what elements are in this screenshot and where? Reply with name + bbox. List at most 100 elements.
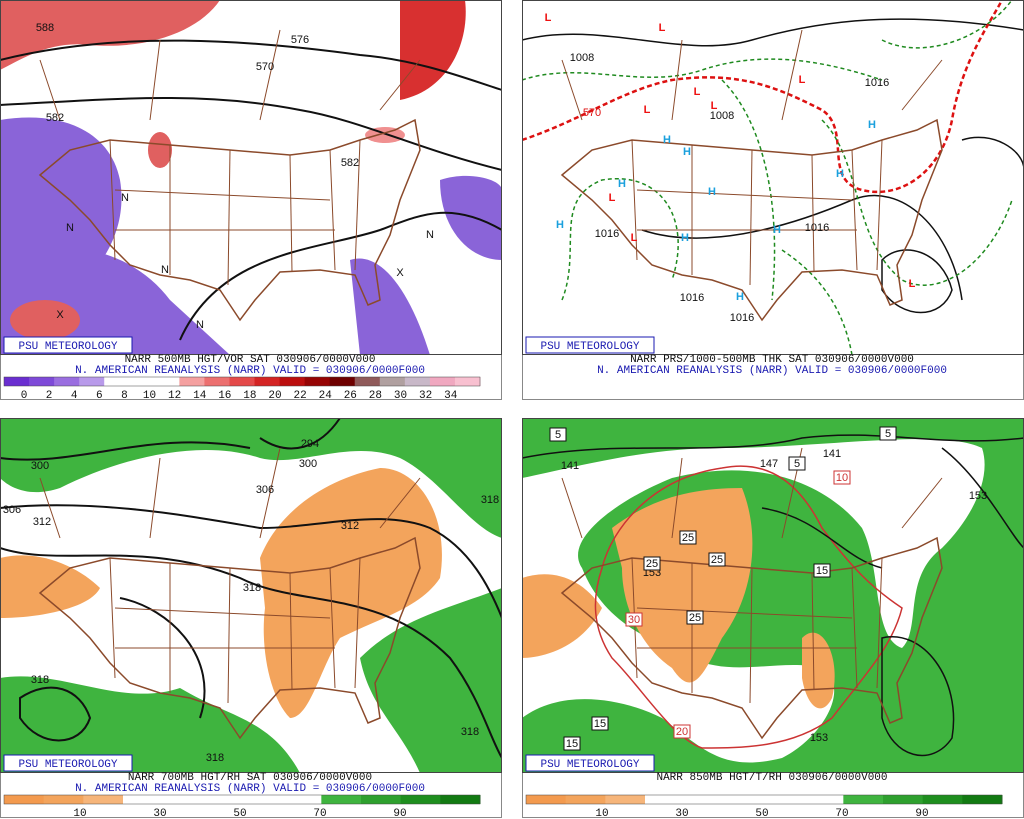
state-border	[901, 477, 943, 529]
colorbar-segment	[79, 377, 105, 386]
contour-label: 1016	[680, 292, 704, 304]
state-border	[811, 154, 815, 273]
vort-neg	[350, 175, 502, 355]
contour-label: 300	[31, 460, 49, 472]
pressure-center: H	[773, 224, 781, 236]
height-contour	[259, 418, 341, 450]
state-border	[289, 572, 293, 691]
colorbar-label: 10	[73, 808, 86, 819]
pressure-contour	[522, 18, 1024, 47]
country-border	[38, 118, 421, 322]
contour-label: 582	[46, 112, 64, 124]
colorbar-segment	[204, 377, 230, 386]
state-border	[876, 139, 883, 271]
contour-label: 5	[555, 429, 561, 441]
pressure-center: H	[868, 119, 876, 131]
badge: PSU METEOROLOGY	[540, 759, 639, 771]
contour-label: 141	[823, 448, 841, 460]
colorbar-segment	[454, 377, 481, 386]
state-border	[114, 607, 331, 619]
contour-label: 570	[256, 61, 274, 73]
label-box	[643, 556, 661, 571]
contour-label: 1008	[710, 110, 734, 122]
label-box	[708, 552, 726, 567]
height-contour	[0, 504, 502, 619]
pressure-center: L	[545, 12, 552, 24]
height-contour	[0, 39, 502, 91]
colorbar-segment	[162, 795, 203, 804]
label-box	[679, 530, 697, 545]
state-border	[354, 557, 361, 689]
badge-box	[525, 754, 655, 772]
state-border	[749, 567, 753, 704]
map-subtitle: N. AMERICAN REANALYSIS (NARR) VALID = 03…	[597, 365, 947, 377]
thickness-contour	[821, 119, 1013, 286]
contour-label: 318	[243, 582, 261, 594]
vort-pos	[148, 132, 172, 168]
state-border	[876, 557, 883, 689]
colorbar-segment	[565, 795, 606, 804]
contour-label: X	[396, 267, 404, 279]
map-frame	[0, 418, 502, 773]
colorbar-segment	[242, 795, 283, 804]
thickness-contour	[781, 249, 853, 355]
country-border	[38, 536, 421, 740]
contour-label: 576	[291, 34, 309, 46]
state-border	[259, 447, 281, 539]
colorbar-segment	[329, 377, 356, 386]
state-border	[39, 477, 61, 539]
map-panel: 588 576 570 582 582 N N N N X X N PSU METEOROLOGY NAR…	[0, 0, 502, 402]
colorbar-segment	[54, 377, 80, 386]
colorbar-segment	[129, 377, 155, 386]
contour-label: 153	[810, 732, 828, 744]
pressure-center: L	[609, 192, 616, 204]
state-border	[851, 149, 858, 271]
colorbar-segment	[202, 795, 243, 804]
height-contour	[761, 507, 883, 569]
colorbar-label: 20	[268, 390, 281, 402]
colorbar-segment	[4, 795, 45, 804]
colorbar-segment	[764, 795, 805, 804]
contour-label: 1008	[570, 52, 594, 64]
contour-label: 312	[341, 520, 359, 532]
colorbar-segment	[684, 795, 725, 804]
colorbar-segment	[645, 795, 686, 804]
contour-label: N	[161, 264, 169, 276]
badge-box	[525, 336, 655, 354]
colorbar-segment	[843, 795, 884, 804]
rh-dry	[0, 555, 100, 618]
contour-label: 582	[341, 157, 359, 169]
contour-label: 306	[3, 504, 21, 516]
contour-label: 5	[794, 458, 800, 470]
label-box	[591, 716, 609, 731]
colorbar-segment	[304, 377, 331, 386]
contour-label: 25	[711, 554, 723, 566]
contour-label: N	[426, 229, 434, 241]
colorbar-label: 32	[419, 390, 432, 402]
contour-label: N	[196, 319, 204, 331]
thickness-contour	[721, 79, 776, 301]
pressure-center: L	[694, 86, 701, 98]
thickness-contour	[881, 0, 1013, 49]
state-border	[781, 29, 803, 121]
colorbar-segment	[321, 795, 362, 804]
label-box	[625, 612, 643, 627]
colorbar-segment	[43, 795, 84, 804]
badge: PSU METEOROLOGY	[18, 759, 117, 771]
contour-label: 147	[760, 458, 778, 470]
contour-label: 1016	[595, 228, 619, 240]
state-border	[671, 457, 683, 539]
state-border	[289, 154, 293, 273]
pressure-center: H	[618, 178, 626, 190]
contour-label: N	[121, 192, 129, 204]
vort-pos	[400, 0, 466, 100]
state-border	[851, 567, 858, 689]
state-border	[561, 477, 583, 539]
state-border	[329, 567, 336, 689]
state-border	[329, 149, 336, 271]
label-box	[549, 427, 567, 442]
colorbar-segment	[83, 795, 124, 804]
pressure-center: L	[644, 104, 651, 116]
colorbar-label: 10	[595, 808, 608, 819]
contour-label: 15	[594, 718, 606, 730]
